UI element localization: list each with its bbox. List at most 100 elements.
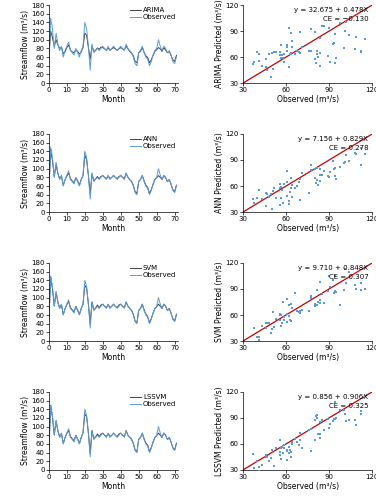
- Point: [281, 50, 287, 58]
- Point: [287, 188, 293, 196]
- SVM: [93, 305, 98, 311]
- X-axis label: Observed (m³/s): Observed (m³/s): [276, 482, 339, 490]
- Observed: [167, 176, 171, 182]
- Point: [343, 158, 349, 166]
- Point: [353, 150, 359, 158]
- LSSVM: [122, 434, 127, 440]
- Point: [270, 187, 276, 195]
- Point: [251, 58, 257, 66]
- Point: [308, 424, 314, 432]
- X-axis label: Observed (m³/s): Observed (m³/s): [276, 352, 339, 362]
- Observed: [174, 54, 179, 60]
- Point: [271, 184, 277, 192]
- Point: [317, 278, 323, 285]
- Point: [362, 34, 368, 42]
- Point: [288, 300, 294, 308]
- Point: [299, 169, 305, 177]
- Point: [330, 276, 336, 284]
- Observed: [67, 168, 71, 174]
- Point: [262, 454, 268, 462]
- Point: [268, 73, 274, 81]
- Point: [331, 166, 337, 173]
- Observed: [174, 441, 179, 447]
- Point: [343, 152, 349, 160]
- SVM: [131, 311, 136, 317]
- Point: [338, 162, 344, 170]
- Point: [341, 44, 347, 52]
- Point: [312, 436, 318, 444]
- Line: Observed: Observed: [49, 276, 176, 328]
- Point: [314, 302, 320, 310]
- SVM: [47, 317, 51, 323]
- Point: [315, 181, 321, 189]
- Y-axis label: ARIMA Predicted (m³/s): ARIMA Predicted (m³/s): [215, 0, 224, 88]
- Point: [358, 278, 364, 286]
- Point: [326, 424, 332, 432]
- Observed: [88, 67, 92, 73]
- Observed: [122, 434, 127, 440]
- Point: [259, 322, 265, 330]
- Y-axis label: LSSVM Predicted (m³/s): LSSVM Predicted (m³/s): [215, 386, 224, 476]
- Point: [308, 294, 314, 302]
- Point: [331, 40, 337, 48]
- Point: [317, 296, 323, 304]
- Point: [306, 188, 312, 196]
- Point: [277, 311, 284, 319]
- Point: [358, 47, 364, 55]
- Point: [341, 406, 347, 413]
- X-axis label: Observed (m³/s): Observed (m³/s): [276, 94, 339, 104]
- ARIMA: [174, 52, 179, 59]
- Point: [321, 426, 327, 434]
- Point: [280, 298, 286, 306]
- Point: [326, 272, 332, 280]
- Point: [271, 462, 277, 470]
- Point: [321, 168, 327, 175]
- Point: [314, 414, 320, 422]
- Observed: [122, 176, 127, 182]
- Point: [278, 456, 284, 464]
- Point: [358, 161, 364, 169]
- Point: [321, 298, 327, 306]
- Point: [297, 436, 303, 444]
- Point: [264, 66, 270, 74]
- SVM: [167, 306, 171, 312]
- Point: [256, 333, 262, 341]
- Observed: [88, 325, 92, 331]
- Line: SVM: SVM: [49, 277, 176, 324]
- Point: [333, 54, 339, 62]
- Point: [279, 50, 285, 58]
- Point: [284, 446, 290, 454]
- Point: [308, 166, 314, 173]
- Observed: [131, 183, 136, 189]
- Point: [332, 172, 338, 179]
- Observed: [131, 441, 136, 447]
- Point: [330, 157, 336, 165]
- Point: [353, 32, 359, 40]
- Point: [362, 392, 368, 400]
- Point: [291, 50, 297, 58]
- ANN: [67, 170, 71, 176]
- Observed: [47, 190, 51, 196]
- Point: [297, 175, 303, 183]
- Point: [280, 449, 286, 457]
- Point: [319, 416, 325, 424]
- Point: [280, 58, 287, 66]
- Y-axis label: Streamflow (m³/s): Streamflow (m³/s): [21, 10, 30, 78]
- Point: [314, 50, 320, 58]
- LSSVM: [131, 440, 136, 446]
- LSSVM: [93, 434, 98, 440]
- Point: [269, 325, 275, 333]
- Point: [294, 438, 300, 446]
- ARIMA: [49, 28, 53, 34]
- Point: [358, 407, 364, 415]
- Point: [317, 49, 323, 57]
- Point: [277, 448, 284, 456]
- Point: [288, 28, 294, 36]
- Point: [264, 190, 270, 198]
- Point: [254, 458, 260, 466]
- Point: [279, 319, 285, 327]
- Point: [269, 206, 275, 214]
- Point: [277, 451, 283, 459]
- Point: [353, 421, 359, 429]
- Point: [268, 190, 274, 198]
